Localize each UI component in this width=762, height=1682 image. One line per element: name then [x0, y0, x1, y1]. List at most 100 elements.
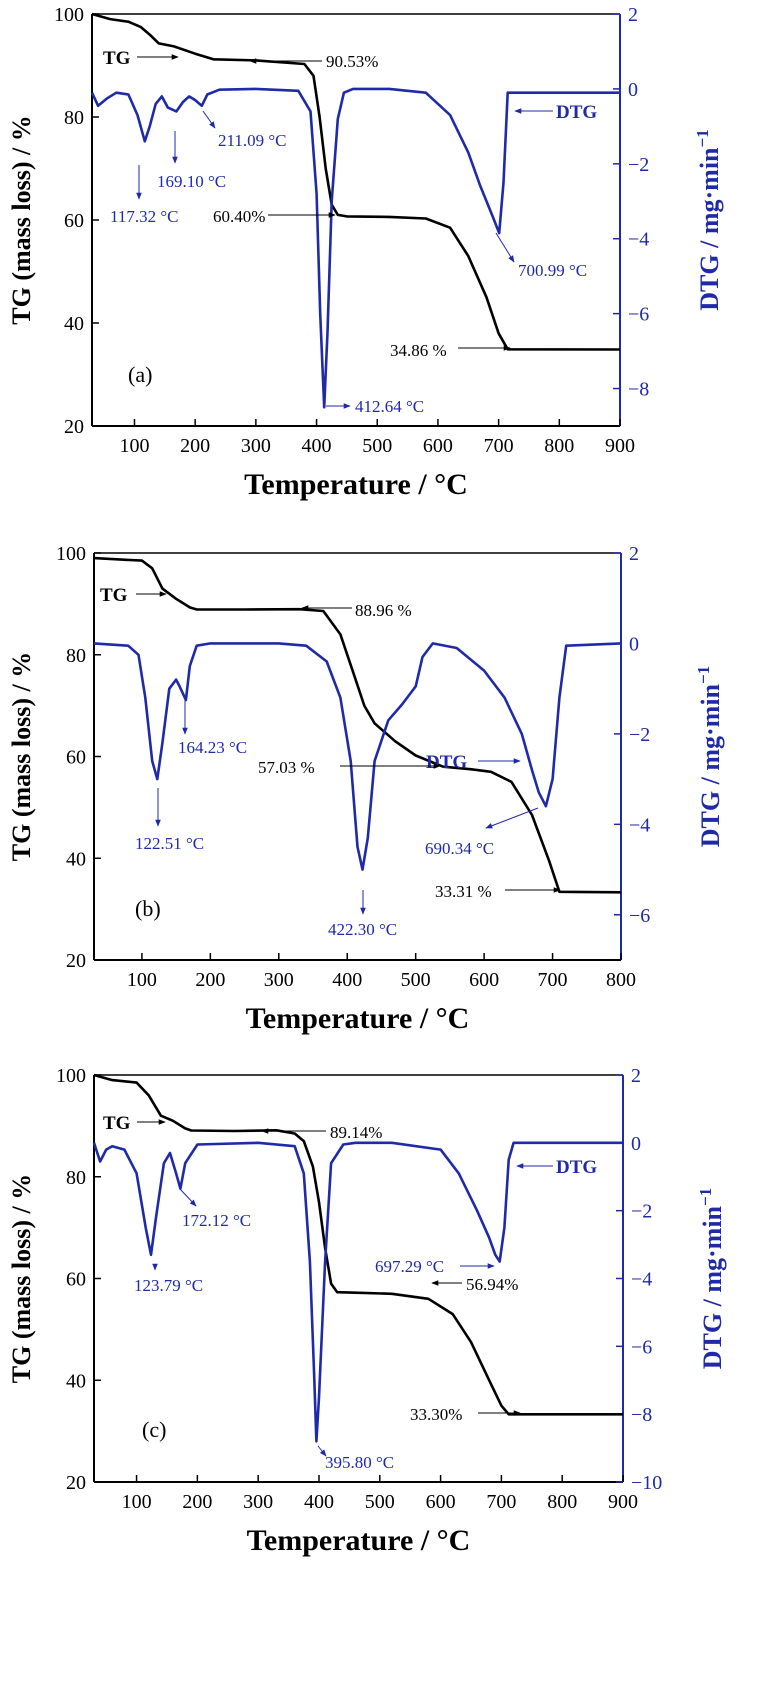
y2-tick-label: 0 [631, 1133, 641, 1155]
x-tick-label: 700 [484, 435, 514, 457]
y-tick-label: 20 [64, 416, 84, 438]
panel-label: (a) [128, 362, 152, 387]
annotation-t4: 422.30 °C [328, 920, 397, 939]
y-tick-label: 100 [56, 1065, 86, 1087]
annotation-t2: 172.12 °C [182, 1211, 251, 1230]
y2-axis-title-sup: −1 [694, 666, 713, 684]
x-tick-label: 200 [195, 969, 225, 991]
x-tick-label: 800 [547, 1491, 577, 1513]
x-axis-title: Temperature / °C [244, 468, 468, 501]
annotation-t1: 122.51 °C [135, 834, 204, 853]
y2-tick-label: −6 [631, 1336, 652, 1358]
annotation-t4: 412.64 °C [355, 397, 424, 416]
annotation-p2: 60.40% [213, 207, 265, 226]
panel-label: (c) [142, 1417, 166, 1442]
x-tick-label: 900 [605, 435, 635, 457]
y-tick-label: 100 [54, 4, 84, 26]
y-tick-label: 40 [66, 1370, 86, 1392]
x-tick-label: 700 [486, 1491, 516, 1513]
y-axis-title: TG (mass loss) / % [7, 115, 36, 324]
tg-series-line [91, 12, 621, 351]
annotation-dtg-label: DTG [426, 752, 467, 773]
x-tick-label: 600 [426, 1491, 456, 1513]
x-tick-label: 400 [302, 435, 332, 457]
x-tick-label: 600 [423, 435, 453, 457]
annotation-p3: 33.30% [410, 1405, 462, 1424]
y-tick-label: 60 [66, 1269, 86, 1291]
annotation-p3: 34.86 % [390, 341, 447, 360]
x-axis-title: Temperature / °C [246, 1002, 470, 1035]
y-axis-title: TG (mass loss) / % [7, 1174, 36, 1383]
y2-axis-title-main: DTG / mg·min [696, 683, 725, 847]
y2-tick-label: −2 [629, 724, 650, 746]
x-tick-label: 300 [243, 1491, 273, 1513]
annotation-arrow [317, 1445, 327, 1457]
annotation-tg-label: TG [103, 1113, 131, 1134]
y-axis-title: TG (mass loss) / % [7, 652, 36, 861]
annotation-tg-label: TG [103, 48, 131, 69]
y2-tick-label: 0 [628, 79, 638, 101]
annotation-arrow [179, 1188, 197, 1207]
annotation-p2: 56.94% [466, 1275, 518, 1294]
annotation-dtg-label: DTG [556, 1157, 597, 1178]
y2-tick-label: −2 [628, 154, 649, 176]
y2-tick-label: −4 [628, 229, 649, 251]
y2-tick-label: −6 [628, 304, 649, 326]
x-tick-label: 300 [241, 435, 271, 457]
y-tick-label: 60 [64, 210, 84, 232]
y-tick-label: 80 [64, 107, 84, 129]
y2-tick-label: −8 [631, 1404, 652, 1426]
x-tick-label: 500 [365, 1491, 395, 1513]
y2-tick-label: −10 [631, 1472, 662, 1494]
y2-axis-title: DTG / mg·min−1 [693, 129, 724, 310]
x-tick-label: 200 [180, 435, 210, 457]
y2-axis-title-sup: −1 [693, 129, 712, 147]
x-tick-label: 700 [538, 969, 568, 991]
x-tick-label: 400 [304, 1491, 334, 1513]
dtg-series-line [90, 87, 620, 409]
y2-tick-label: −4 [629, 814, 650, 836]
y2-tick-label: −8 [628, 379, 649, 401]
y2-tick-label: 2 [628, 4, 638, 26]
annotation-p1: 90.53% [326, 52, 378, 71]
x-tick-label: 600 [469, 969, 499, 991]
y2-axis-title: DTG / mg·min−1 [694, 666, 725, 847]
y2-tick-label: 2 [629, 543, 639, 565]
annotation-t5: 690.34 °C [425, 839, 494, 858]
annotation-t2: 164.23 °C [178, 738, 247, 757]
y-tick-label: 20 [66, 950, 86, 972]
panel-c: 100 200 300 400 500 600 700 800 90020406080100−1… [7, 1065, 727, 1557]
x-tick-label: 200 [182, 1491, 212, 1513]
y-tick-label: 40 [66, 848, 86, 870]
annotation-arrow [485, 807, 539, 829]
dtg-series-line [92, 1141, 623, 1443]
tg-series-line [93, 1073, 623, 1416]
annotation-t4: 395.80 °C [325, 1453, 394, 1472]
x-tick-label: 300 [264, 969, 294, 991]
y2-tick-label: −2 [631, 1201, 652, 1223]
annotation-p2: 57.03 % [258, 758, 315, 777]
annotation-p3: 33.31 % [435, 882, 492, 901]
annotation-arrow [495, 232, 515, 263]
y2-axis-title-main: DTG / mg·min [698, 1205, 727, 1369]
annotation-tg-label: TG [100, 585, 128, 606]
y2-tick-label: −6 [629, 905, 650, 927]
y-tick-label: 60 [66, 747, 86, 769]
annotation-dtg-label: DTG [556, 102, 597, 123]
annotation-arrow [202, 110, 216, 129]
x-tick-label: 900 [608, 1491, 638, 1513]
annotation-t1: 123.79 °C [134, 1276, 203, 1295]
panel-b: 100 200 300 400 500 600 700 80020406080100−6−4−… [7, 543, 725, 1035]
y2-axis-title: DTG / mg·min−1 [696, 1188, 727, 1369]
x-tick-label: 100 [119, 435, 149, 457]
x-axis-title: Temperature / °C [247, 1524, 471, 1557]
panel-a: 100 200 300 400 500 600 700 800 90020406080100−8… [7, 4, 724, 501]
x-tick-label: 500 [401, 969, 431, 991]
y-tick-label: 20 [66, 1472, 86, 1494]
annotation-t5: 700.99 °C [518, 261, 587, 280]
y2-axis-title-main: DTG / mg·min [695, 147, 724, 311]
y-tick-label: 100 [56, 543, 86, 565]
annotation-t5: 697.29 °C [375, 1257, 444, 1276]
dtg-series-line [93, 642, 622, 871]
